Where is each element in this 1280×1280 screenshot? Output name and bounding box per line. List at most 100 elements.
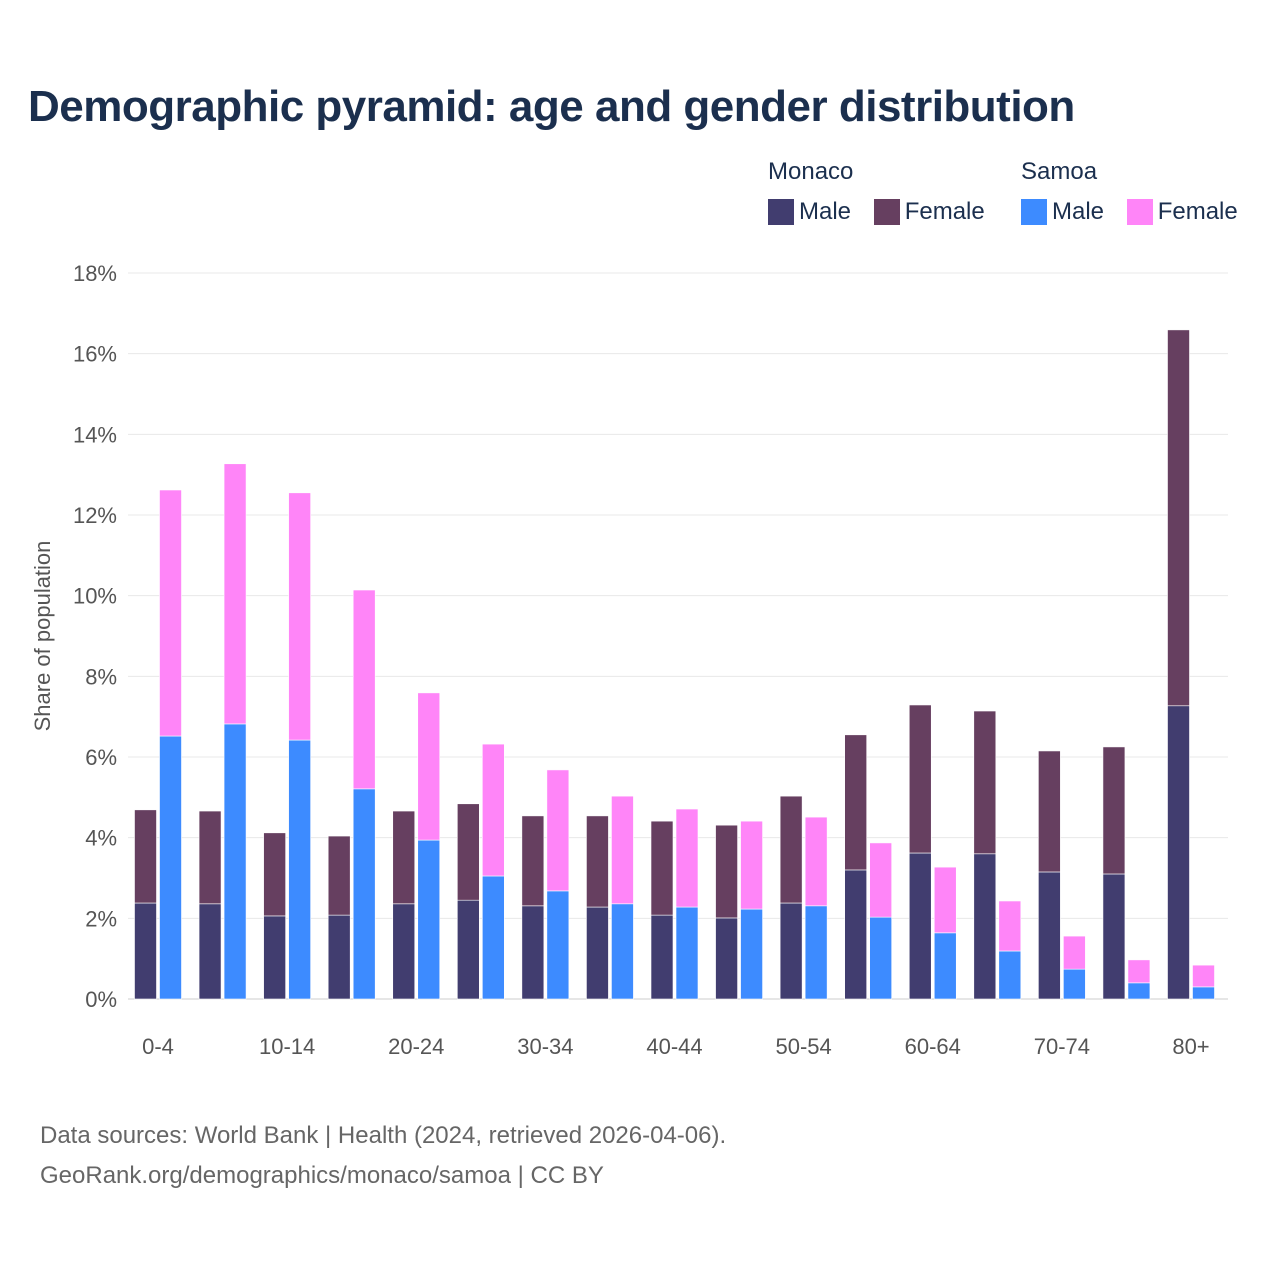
x-tick-label: 0-4: [142, 1034, 174, 1059]
bar-samoa-male: [223, 723, 247, 1000]
bar-monaco-female: [134, 809, 157, 904]
footer: Data sources: World Bank | Health (2024,…: [40, 1116, 726, 1196]
bar-monaco-male: [392, 903, 416, 1000]
bar-monaco-female: [844, 734, 867, 871]
bar-monaco-male: [134, 902, 157, 1000]
y-tick-label: 2%: [85, 906, 117, 931]
y-tick-label: 0%: [85, 987, 117, 1012]
attribution: GeoRank.org/demographics/monaco/samoa | …: [40, 1162, 604, 1189]
bar-monaco-male: [198, 903, 222, 1000]
legend-label: Male: [799, 198, 852, 225]
bar-samoa-female: [675, 808, 699, 908]
x-tick-label: 80+: [1172, 1034, 1209, 1059]
bar-monaco-male: [844, 869, 867, 1000]
bar-samoa-male: [998, 950, 1022, 1000]
legend-group-title: Monaco: [768, 158, 854, 185]
bar-samoa-female: [740, 820, 763, 910]
legend-swatch: [1126, 199, 1153, 225]
bar-monaco-female: [327, 835, 351, 916]
bar-monaco-female: [715, 824, 738, 919]
bar-samoa-female: [482, 743, 505, 877]
y-tick-label: 14%: [73, 422, 117, 447]
bar-monaco-female: [908, 704, 932, 854]
bar-samoa-male: [1192, 986, 1215, 1000]
bar-monaco-male: [327, 914, 351, 1000]
bar-monaco-female: [1102, 746, 1126, 875]
bar-samoa-male: [417, 839, 441, 1000]
bar-monaco-male: [908, 852, 932, 1000]
source-note: Data sources: World Bank | Health (2024,…: [40, 1122, 727, 1149]
legend-label: Male: [1052, 198, 1105, 225]
bar-samoa-male: [288, 739, 311, 1000]
legend-label: Female: [1157, 198, 1238, 225]
bar-monaco-male: [715, 917, 738, 1000]
bar-monaco-female: [392, 810, 416, 905]
legend-swatch: [1021, 199, 1047, 225]
bar-monaco-female: [779, 795, 803, 904]
bar-samoa-female: [869, 842, 892, 918]
bar-samoa-female: [1063, 935, 1086, 970]
bar-samoa-female: [417, 692, 441, 841]
legend-swatch: [873, 199, 900, 225]
bar-samoa-male: [675, 906, 699, 1000]
legend-item-samoa-male[interactable]: Male: [1021, 198, 1104, 226]
bar-samoa-female: [611, 795, 634, 905]
y-tick-label: 12%: [73, 503, 117, 528]
y-tick-label: 10%: [73, 584, 117, 609]
bar-samoa-male: [869, 916, 892, 1000]
bar-monaco-male: [1038, 871, 1061, 1000]
bar-samoa-male: [159, 735, 182, 1000]
bar-monaco-female: [198, 810, 222, 905]
bar-monaco-female: [586, 815, 609, 908]
legend-swatch: [768, 199, 794, 225]
bar-samoa-female: [223, 463, 247, 725]
bar-samoa-female: [546, 769, 570, 892]
bar-samoa-female: [933, 866, 957, 934]
bar-samoa-female: [352, 589, 376, 790]
bar-monaco-male: [521, 905, 545, 1000]
bar-samoa-female: [159, 489, 182, 737]
legend-item-monaco-male[interactable]: Male: [768, 198, 851, 226]
bar-monaco-male: [457, 899, 480, 1000]
bar-monaco-male: [973, 853, 997, 1000]
bar-monaco-male: [586, 906, 609, 1000]
bar-monaco-male: [1167, 705, 1190, 1000]
bar-monaco-female: [263, 832, 286, 917]
bar-monaco-male: [263, 915, 286, 1000]
y-axis-label: Share of population: [30, 541, 55, 732]
chart-title: Demographic pyramid: age and gender dist…: [28, 82, 1075, 131]
x-tick-label: 70-74: [1034, 1034, 1090, 1059]
bar-monaco-female: [1038, 750, 1061, 873]
bar-samoa-male: [804, 905, 828, 1000]
y-tick-label: 16%: [73, 342, 117, 367]
x-tick-label: 40-44: [646, 1034, 702, 1059]
bar-samoa-female: [1127, 959, 1151, 984]
legend-group-title: Samoa: [1021, 158, 1098, 185]
y-tick-label: 4%: [85, 826, 117, 851]
y-tick-label: 18%: [73, 261, 117, 286]
bar-samoa-female: [804, 816, 828, 907]
bar-monaco-female: [1167, 329, 1190, 707]
bar-samoa-female: [998, 900, 1022, 952]
bar-samoa-male: [611, 903, 634, 1000]
bar-monaco-male: [1102, 873, 1126, 1000]
legend-item-samoa-female[interactable]: Female: [1126, 198, 1238, 226]
x-tick-label: 10-14: [259, 1034, 315, 1059]
x-tick-label: 20-24: [388, 1034, 444, 1059]
legend-item-monaco-female[interactable]: Female: [873, 198, 985, 226]
bar-samoa-male: [546, 890, 570, 1000]
bar-monaco-female: [457, 803, 480, 901]
y-tick-label: 8%: [85, 664, 117, 689]
bar-samoa-male: [933, 932, 957, 1000]
bar-samoa-male: [1063, 968, 1086, 1000]
bar-monaco-male: [650, 914, 674, 1000]
bar-samoa-female: [288, 492, 311, 741]
bar-samoa-male: [740, 908, 763, 1000]
y-tick-label: 6%: [85, 745, 117, 770]
legend-label: Female: [904, 198, 985, 225]
bar-monaco-female: [521, 815, 545, 907]
bar-monaco-male: [779, 902, 803, 1000]
x-tick-label: 50-54: [775, 1034, 831, 1059]
x-tick-label: 60-64: [905, 1034, 961, 1059]
